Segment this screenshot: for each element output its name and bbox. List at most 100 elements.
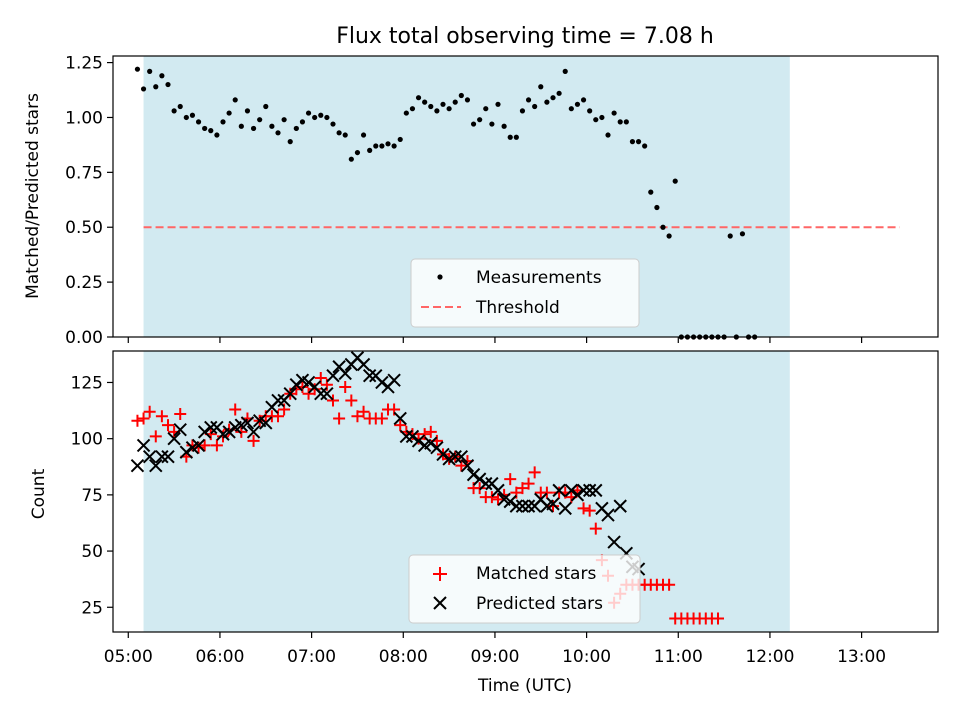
bottom-xtick-label: 12:00 xyxy=(745,647,794,667)
measurement-point xyxy=(250,125,257,132)
matched-star-marker xyxy=(473,482,486,495)
measurement-point xyxy=(189,112,196,118)
measurement-point xyxy=(373,143,379,149)
matched-star-marker xyxy=(351,410,364,423)
matched-star-marker xyxy=(589,522,602,535)
measurement-point xyxy=(727,233,733,239)
measurement-point xyxy=(483,106,489,112)
predicted-star-marker xyxy=(491,483,505,498)
predicted-star-marker xyxy=(576,483,591,498)
measurement-point xyxy=(513,134,519,140)
measurement-point xyxy=(446,106,452,112)
predicted-star-marker xyxy=(424,436,438,450)
bottom-ytick-label: 125 xyxy=(71,373,103,393)
measurement-point xyxy=(422,99,428,105)
top-ytick-label: 0.75 xyxy=(65,163,103,183)
measurement-point xyxy=(336,130,342,136)
predicted-star-marker xyxy=(167,431,181,446)
measurement-point xyxy=(367,147,373,153)
measurement-point xyxy=(208,128,214,134)
measurement-point xyxy=(177,103,183,110)
bottom-xtick-label: 05:00 xyxy=(104,647,153,667)
top-ytick-label: 0.50 xyxy=(65,218,103,238)
matched-star-marker xyxy=(394,419,407,432)
measurement-point xyxy=(354,149,361,156)
top-ytick-label: 0.00 xyxy=(65,328,103,348)
measurement-point xyxy=(654,204,660,211)
matched-star-marker xyxy=(375,412,388,425)
measurement-point xyxy=(403,110,409,116)
measurement-point xyxy=(605,132,611,138)
measurement-point xyxy=(629,139,636,145)
measurement-point xyxy=(324,114,330,121)
measurement-point xyxy=(147,68,153,74)
measurement-point xyxy=(330,121,336,127)
predicted-star-marker xyxy=(509,499,524,513)
measurement-point xyxy=(244,108,251,114)
bottom-xtick-label: 07:00 xyxy=(287,647,336,667)
predicted-star-marker xyxy=(546,497,560,511)
top-ytick-label: 1.25 xyxy=(65,54,103,74)
predicted-star-marker xyxy=(130,458,145,473)
predicted-star-marker xyxy=(320,387,334,401)
measurement-point xyxy=(434,108,440,114)
measurement-point xyxy=(464,97,471,103)
predicted-star-marker xyxy=(191,438,206,453)
measurement-point xyxy=(257,117,263,123)
predicted-star-marker xyxy=(589,483,603,498)
measurement-point xyxy=(214,132,220,138)
bottom-ytick-label: 50 xyxy=(81,542,103,562)
predicted-star-marker xyxy=(246,425,261,439)
measurement-point xyxy=(385,141,391,147)
predicted-star-marker xyxy=(173,422,187,437)
measurement-point xyxy=(226,110,232,116)
predicted-star-marker xyxy=(405,429,420,444)
predicted-star-marker xyxy=(142,449,157,464)
predicted-star-marker xyxy=(283,387,297,401)
bottom-legend-box xyxy=(408,554,641,624)
measurement-point xyxy=(348,156,354,162)
measurement-point xyxy=(134,66,141,72)
measurement-point xyxy=(532,103,538,110)
legend-matched-marker xyxy=(433,567,447,581)
predicted-star-marker xyxy=(387,373,401,387)
measurement-point xyxy=(299,119,306,125)
measurement-point xyxy=(275,130,281,136)
top-ylabel: Matched/Predicted stars xyxy=(23,93,43,299)
measurement-point xyxy=(470,121,477,127)
matched-star-marker xyxy=(712,612,724,625)
matched-star-marker xyxy=(547,500,559,513)
bottom-xtick-label: 08:00 xyxy=(379,647,428,667)
measurement-point xyxy=(642,143,648,149)
measurement-point xyxy=(159,73,165,79)
bottom-xtick-label: 13:00 xyxy=(837,647,886,667)
measurement-point xyxy=(287,139,293,145)
measurement-point xyxy=(397,136,403,143)
predicted-star-marker xyxy=(289,378,304,392)
matched-star-marker xyxy=(492,493,504,506)
measurement-point xyxy=(739,231,746,237)
measurement-point xyxy=(525,97,532,103)
matched-star-marker xyxy=(357,405,370,418)
measurement-point xyxy=(489,121,495,127)
measurement-point xyxy=(544,99,550,105)
top-panel: 0.00 0.25 0.50 0.75 1.00 1.25 Matched/Predict… xyxy=(23,54,939,348)
measurement-point xyxy=(171,108,177,114)
legend-predicted-marker xyxy=(433,596,447,610)
predicted-star-marker xyxy=(375,375,389,390)
matched-star-marker xyxy=(424,425,437,438)
measurement-point xyxy=(140,86,147,92)
bottom-xtick-label: 09:00 xyxy=(470,647,519,667)
matched-star-marker xyxy=(485,491,498,504)
measurement-point xyxy=(593,117,599,123)
measurement-point xyxy=(232,97,238,103)
matched-star-marker xyxy=(516,482,529,495)
predicted-star-marker xyxy=(454,449,469,464)
measurement-point xyxy=(153,84,159,90)
matched-star-marker xyxy=(162,419,174,432)
measurement-point xyxy=(312,114,318,121)
top-legend-box xyxy=(410,258,640,328)
measurement-point xyxy=(550,95,556,101)
predicted-star-marker xyxy=(601,508,615,522)
